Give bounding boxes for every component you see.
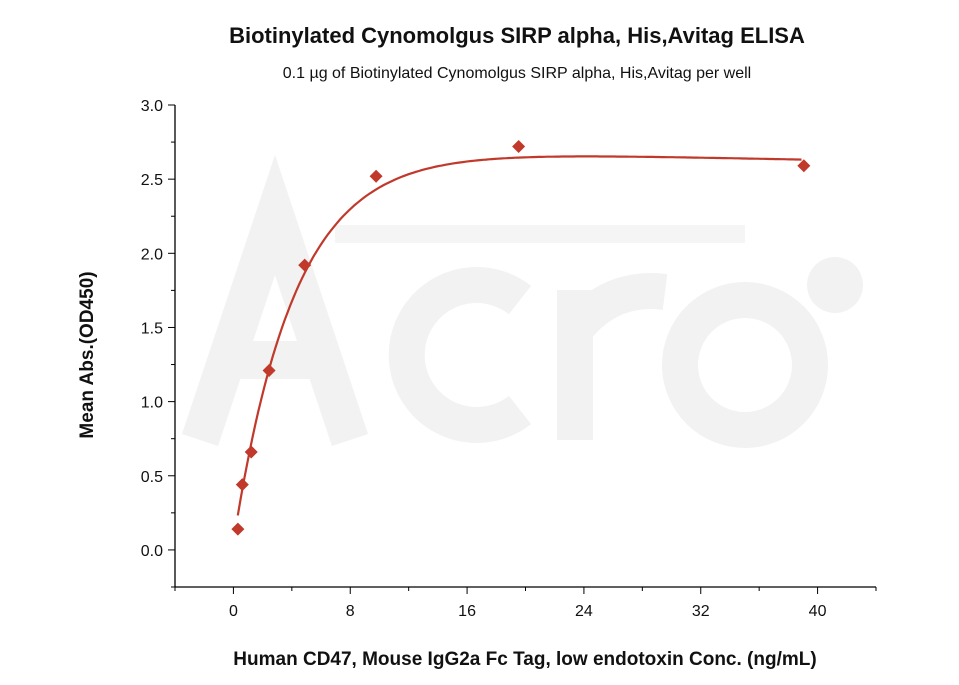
axes <box>168 104 877 594</box>
data-points <box>231 140 811 536</box>
data-point <box>369 169 383 183</box>
y-axis-label: Mean Abs.(OD450) <box>77 271 98 438</box>
chart-title: Biotinylated Cynomolgus SIRP alpha, His,… <box>229 23 805 48</box>
watermark-logo <box>181 154 863 448</box>
y-tick-label: 1.5 <box>141 320 163 337</box>
watermark-letter-c <box>388 267 532 443</box>
y-tick-label: 3.0 <box>141 98 163 115</box>
fit-curve <box>236 155 802 516</box>
watermark-letter-a <box>181 154 369 447</box>
data-point <box>512 140 526 154</box>
x-tick-label: 16 <box>458 603 476 620</box>
watermark-letter-o <box>662 282 828 448</box>
watermark-dot <box>807 257 863 313</box>
data-point <box>235 478 249 492</box>
x-tick-label: 24 <box>575 603 593 620</box>
x-axis-label: Human CD47, Mouse IgG2a Fc Tag, low endo… <box>233 649 816 670</box>
y-tick-label: 0.5 <box>141 469 163 486</box>
x-tick-label: 0 <box>229 603 238 620</box>
data-point <box>244 445 258 459</box>
y-tick-label: 2.0 <box>141 246 163 263</box>
x-tick-label: 40 <box>809 603 827 620</box>
x-tick-label: 32 <box>692 603 710 620</box>
data-point <box>298 258 312 272</box>
data-point <box>797 159 811 173</box>
x-tick-label: 8 <box>346 603 355 620</box>
watermark-biosystems-band <box>335 225 745 243</box>
data-point <box>262 363 276 377</box>
y-tick-label: 1.0 <box>141 395 163 412</box>
y-tick-label: 2.5 <box>141 172 163 189</box>
y-tick-label: 0.0 <box>141 543 163 560</box>
chart-subtitle: 0.1 µg of Biotinylated Cynomolgus SIRP a… <box>283 65 751 82</box>
data-point <box>231 522 245 536</box>
watermark-letter-r <box>557 273 668 440</box>
tick-labels: 0.0 0.5 1.0 1.5 2.0 2.5 3.0 0 8 16 24 32 40 <box>141 98 827 620</box>
